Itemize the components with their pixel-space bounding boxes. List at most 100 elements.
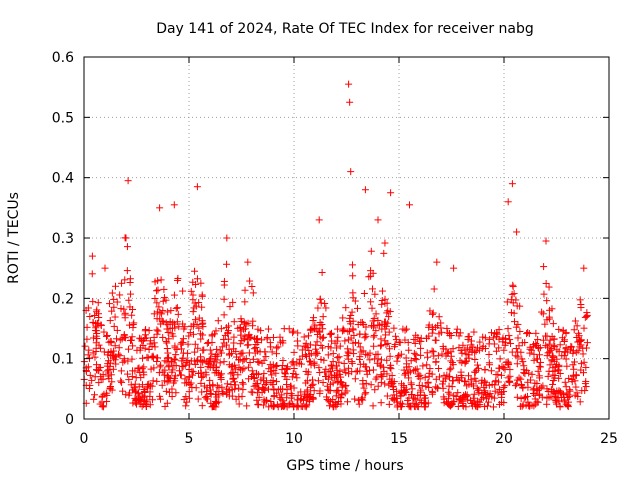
data-point bbox=[122, 391, 130, 399]
data-point bbox=[554, 366, 562, 374]
data-point bbox=[209, 382, 217, 390]
data-point bbox=[337, 379, 345, 387]
data-point bbox=[490, 394, 498, 402]
data-point bbox=[360, 384, 368, 392]
data-point bbox=[561, 396, 569, 404]
data-point bbox=[487, 329, 495, 337]
peak-point bbox=[244, 258, 252, 266]
data-point bbox=[248, 373, 256, 381]
data-point bbox=[328, 337, 336, 345]
data-point bbox=[159, 333, 167, 341]
data-point bbox=[213, 345, 221, 353]
data-point bbox=[102, 332, 110, 340]
y-tick-label: 0.4 bbox=[52, 171, 74, 187]
data-point bbox=[217, 325, 225, 333]
data-point bbox=[185, 365, 193, 373]
data-point bbox=[457, 371, 465, 379]
data-point bbox=[442, 375, 450, 383]
data-point bbox=[516, 327, 524, 335]
data-point bbox=[546, 361, 554, 369]
data-point bbox=[147, 365, 155, 373]
data-point bbox=[244, 319, 252, 327]
data-point bbox=[165, 363, 173, 371]
data-point bbox=[330, 371, 338, 379]
data-point bbox=[220, 295, 228, 303]
data-point bbox=[116, 352, 124, 360]
data-point bbox=[117, 367, 125, 375]
data-point bbox=[444, 349, 452, 357]
data-point bbox=[227, 363, 235, 371]
data-point bbox=[481, 366, 489, 374]
data-point bbox=[238, 392, 246, 400]
data-point bbox=[329, 358, 337, 366]
data-point bbox=[371, 290, 379, 298]
data-point bbox=[356, 355, 364, 363]
data-point bbox=[288, 373, 296, 381]
data-point bbox=[309, 376, 317, 384]
data-point bbox=[386, 352, 394, 360]
data-point bbox=[356, 343, 364, 351]
data-point bbox=[534, 398, 542, 406]
data-point bbox=[471, 368, 479, 376]
data-point bbox=[368, 304, 376, 312]
data-point bbox=[435, 313, 443, 321]
data-point bbox=[576, 337, 584, 345]
data-point bbox=[185, 332, 193, 340]
data-point bbox=[189, 308, 197, 316]
data-point bbox=[505, 360, 513, 368]
data-point bbox=[266, 339, 274, 347]
data-point bbox=[543, 352, 551, 360]
data-point bbox=[279, 339, 287, 347]
data-point bbox=[443, 324, 451, 332]
data-point bbox=[254, 380, 262, 388]
data-point bbox=[178, 357, 186, 365]
data-point bbox=[344, 328, 352, 336]
data-point bbox=[404, 338, 412, 346]
data-point bbox=[348, 358, 356, 366]
data-point bbox=[208, 339, 216, 347]
data-point bbox=[527, 376, 535, 384]
data-point bbox=[162, 387, 170, 395]
data-point bbox=[125, 376, 133, 384]
peak-point bbox=[450, 264, 458, 272]
data-point bbox=[112, 335, 120, 343]
data-point bbox=[124, 345, 132, 353]
data-point bbox=[379, 363, 387, 371]
data-point bbox=[325, 397, 333, 405]
data-point bbox=[437, 328, 445, 336]
data-point bbox=[255, 358, 263, 366]
data-point bbox=[450, 392, 458, 400]
data-point bbox=[413, 365, 421, 373]
data-point bbox=[479, 333, 487, 341]
data-point bbox=[314, 304, 322, 312]
data-point bbox=[230, 333, 238, 341]
data-point bbox=[454, 402, 462, 410]
data-point bbox=[288, 359, 296, 367]
data-point bbox=[123, 267, 131, 275]
data-point bbox=[512, 352, 520, 360]
data-point bbox=[268, 363, 276, 371]
data-point bbox=[534, 336, 542, 344]
data-point bbox=[351, 395, 359, 403]
data-point bbox=[403, 360, 411, 368]
data-point bbox=[468, 348, 476, 356]
data-point bbox=[211, 369, 219, 377]
data-point bbox=[373, 359, 381, 367]
data-point bbox=[363, 370, 371, 378]
data-point bbox=[327, 361, 335, 369]
y-axis-label: ROTI / TECUs bbox=[6, 192, 22, 284]
data-point bbox=[486, 335, 494, 343]
data-point bbox=[533, 341, 541, 349]
data-point bbox=[235, 400, 243, 408]
data-point bbox=[220, 311, 228, 319]
data-point bbox=[462, 403, 470, 411]
data-point bbox=[314, 377, 322, 385]
data-point bbox=[540, 290, 548, 298]
data-point bbox=[272, 378, 280, 386]
data-point bbox=[191, 316, 199, 324]
x-tick-label: 10 bbox=[285, 431, 303, 447]
data-point bbox=[202, 371, 210, 379]
data-point bbox=[420, 399, 428, 407]
data-point bbox=[238, 317, 246, 325]
data-point bbox=[185, 388, 193, 396]
